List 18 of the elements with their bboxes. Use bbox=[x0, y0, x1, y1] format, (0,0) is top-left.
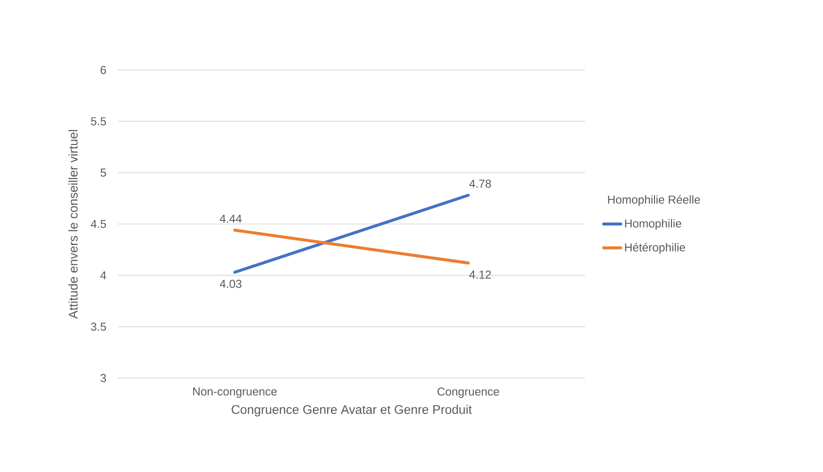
x-tick-label: Non-congruence bbox=[193, 388, 277, 398]
data-label: 4.12 bbox=[469, 270, 491, 279]
y-tick-label: 5.5 bbox=[90, 117, 106, 126]
legend-title: Homophilie Réelle bbox=[608, 195, 700, 206]
y-tick-label: 3.5 bbox=[90, 322, 106, 331]
data-label: 4.03 bbox=[220, 280, 242, 288]
x-tick-label: Congruence bbox=[438, 388, 500, 398]
data-label: 4.78 bbox=[469, 180, 491, 188]
y-tick-label: 4 bbox=[100, 271, 106, 280]
legend-label: Hétérophilie bbox=[625, 242, 686, 254]
y-axis-title: Attitude envers le conseiller virtuel bbox=[68, 130, 78, 319]
data-label: 4.44 bbox=[220, 214, 242, 223]
x-axis-title: Congruence Genre Avatar et Genre Produit bbox=[232, 404, 472, 416]
y-tick-label: 5 bbox=[100, 168, 106, 177]
y-tick-label: 3 bbox=[100, 374, 106, 382]
legend-label: Homophilie bbox=[625, 219, 682, 230]
y-tick-label: 6 bbox=[100, 66, 106, 74]
y-tick-label: 4.5 bbox=[90, 220, 106, 228]
